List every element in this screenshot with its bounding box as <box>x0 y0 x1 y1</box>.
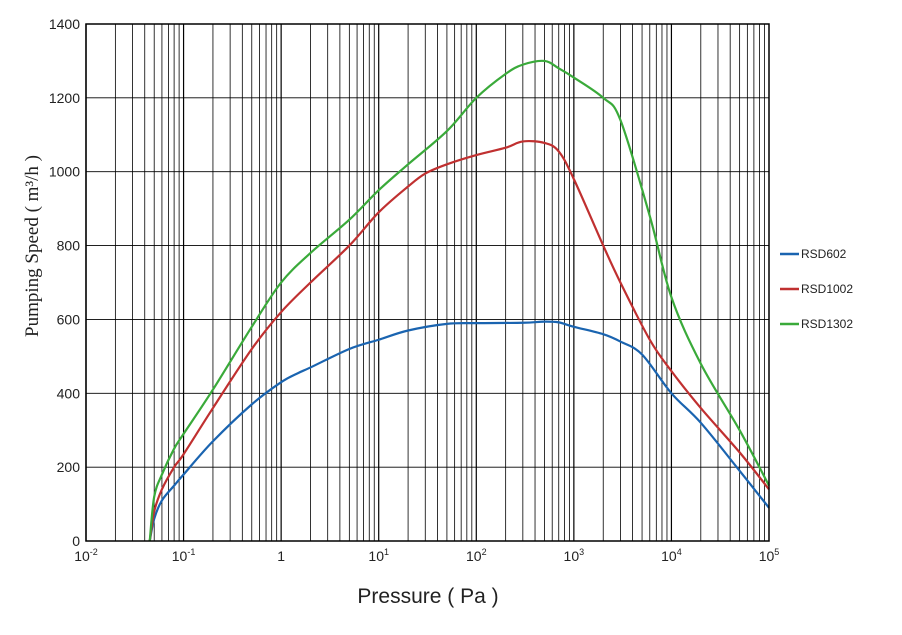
y-tick-label: 200 <box>57 459 81 475</box>
x-tick-label: 103 <box>564 547 585 564</box>
series-line-rsd1002 <box>148 139 770 542</box>
legend: RSD602 RSD1002 RSD1302 <box>780 247 853 331</box>
curves <box>148 59 770 542</box>
legend-label: RSD602 <box>801 247 847 261</box>
legend-label: RSD1302 <box>801 317 853 331</box>
series-line-rsd1302 <box>148 59 770 542</box>
y-tick-label: 1400 <box>49 16 80 32</box>
x-tick-label: 10-1 <box>172 547 196 564</box>
x-tick-label: 101 <box>368 547 389 564</box>
y-tick-label: 1000 <box>49 164 80 180</box>
y-tick-label: 800 <box>57 238 81 254</box>
x-axis-label: Pressure ( Pa ) <box>357 585 498 608</box>
x-tick-label: 104 <box>661 547 682 564</box>
y-axis-label: Pumping Speed ( m³/h ) <box>22 155 43 337</box>
x-tick-labels: 10-2 10-1 1 101 102 103 104 105 <box>74 547 779 564</box>
legend-label: RSD1002 <box>801 282 853 296</box>
plot-frame <box>85 23 770 542</box>
x-tick-label: 105 <box>759 547 780 564</box>
y-tick-label: 0 <box>72 533 80 549</box>
x-tick-label: 1 <box>277 548 285 564</box>
x-tick-label: 102 <box>466 547 487 564</box>
y-tick-label: 600 <box>57 311 81 327</box>
x-tick-label: 10-2 <box>74 547 98 564</box>
y-tick-labels: 0 200 400 600 800 1000 1200 1400 <box>49 16 80 549</box>
y-tick-label: 1200 <box>49 90 80 106</box>
y-tick-label: 400 <box>57 385 81 401</box>
series-line-rsd602 <box>148 320 770 542</box>
